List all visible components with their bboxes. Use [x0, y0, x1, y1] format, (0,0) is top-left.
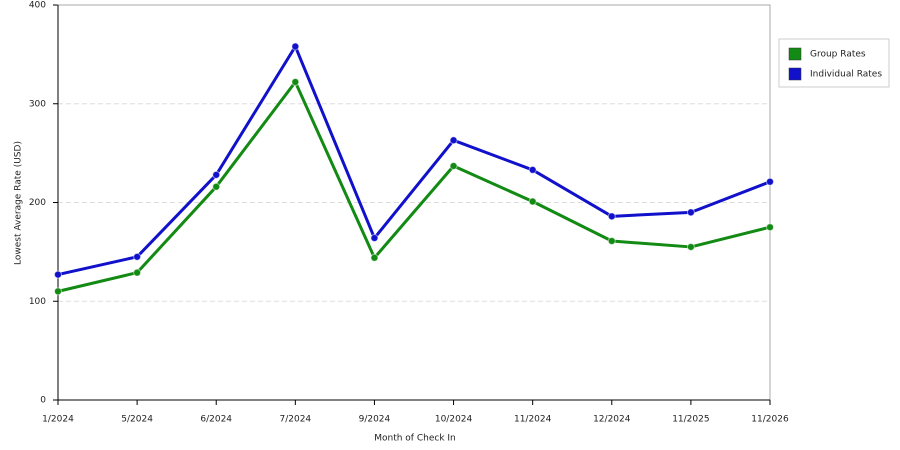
data-point [133, 252, 142, 261]
y-tick-label: 0 [40, 396, 46, 406]
x-tick-label: 11/2024 [514, 415, 552, 425]
y-tick-label: 100 [29, 297, 46, 307]
data-point [449, 161, 458, 170]
data-point [370, 234, 379, 243]
y-axis-label: Lowest Average Rate (USD) [14, 141, 24, 265]
data-point [607, 212, 616, 221]
data-point [212, 170, 221, 179]
data-point [291, 78, 300, 87]
legend-label: Group Rates [810, 50, 866, 60]
x-tick-label: 11/2025 [672, 415, 709, 425]
legend-swatch [788, 67, 802, 81]
x-tick-label: 7/2024 [279, 415, 311, 425]
x-tick-label: 11/2026 [751, 415, 789, 425]
data-point [528, 165, 537, 174]
data-point [291, 42, 300, 51]
data-point [54, 270, 62, 279]
y-tick-label: 300 [29, 99, 46, 109]
x-tick-label: 1/2024 [42, 415, 74, 425]
data-point [528, 197, 537, 206]
x-tick-label: 6/2024 [200, 415, 232, 425]
x-tick-label: 10/2024 [435, 415, 473, 425]
data-point [766, 223, 774, 232]
series-line [57, 44, 771, 277]
legend-swatch [788, 47, 802, 61]
x-axis-label: Month of Check In [374, 434, 456, 444]
data-point [133, 268, 142, 277]
legend-label: Individual Rates [810, 70, 882, 80]
data-point [686, 242, 695, 251]
data-point [607, 237, 616, 246]
y-tick-label: 200 [29, 198, 46, 208]
x-tick-label: 5/2024 [121, 415, 153, 425]
data-point [212, 182, 221, 191]
y-tick-label: 400 [29, 1, 46, 11]
data-point [449, 136, 458, 145]
data-point [766, 177, 774, 186]
data-point [370, 253, 379, 262]
data-point [686, 208, 695, 217]
data-point [54, 287, 62, 296]
x-tick-label: 12/2024 [593, 415, 631, 425]
x-tick-label: 9/2024 [359, 415, 391, 425]
series-line [57, 80, 771, 293]
